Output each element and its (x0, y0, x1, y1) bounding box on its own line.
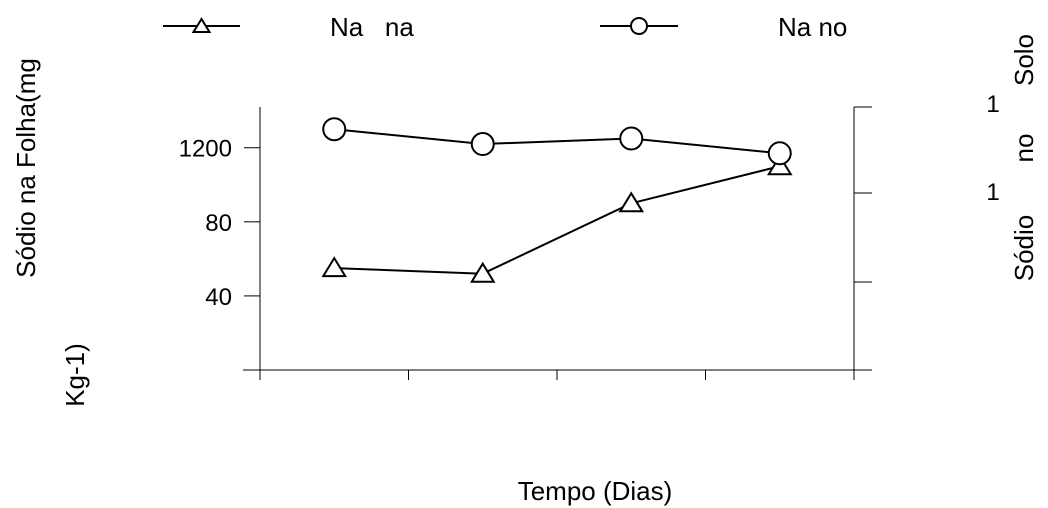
series-line (334, 128, 780, 155)
y2-tick-label: 1 (986, 179, 999, 206)
y-tick-label: 80 (205, 210, 232, 237)
circle-marker (322, 117, 347, 142)
y2-axis-title-part-3: Solo (1009, 34, 1039, 86)
y2-axis-title-part-1: Sódio (1009, 215, 1039, 282)
x-axis-title: Tempo (Dias) (518, 476, 673, 506)
triangle-marker (469, 261, 496, 283)
series-circle (322, 117, 792, 166)
series-triangle (321, 154, 793, 283)
triangle-marker (321, 256, 348, 278)
circle-marker (767, 141, 792, 166)
y-tick-label: 40 (205, 284, 232, 311)
axes: 1200 80 40 (179, 106, 872, 380)
y-axis-title: Sódio na Folha(mg (11, 58, 41, 278)
legend-item: Na no (600, 12, 847, 42)
legend-label: Na no (778, 12, 847, 42)
y2-tick-label: 1 (986, 91, 999, 118)
triangle-marker (618, 191, 645, 213)
series-layer (321, 117, 793, 283)
y-axis-title-cut: Kg-1) (60, 343, 90, 407)
circle-marker (630, 17, 648, 35)
legend-item: Na na (163, 12, 414, 42)
y-tick-label: 1200 (179, 136, 232, 163)
axis-titles: Tempo (Dias) Sódio na Folha(mg Kg-1) Sód… (11, 34, 1039, 506)
circle-marker (470, 132, 495, 157)
circle-marker (619, 126, 644, 151)
y2-axis-title-part-2: no (1009, 134, 1039, 163)
legend: Na na Na no (163, 12, 847, 42)
legend-label: Na na (330, 12, 414, 42)
series-line (334, 165, 780, 275)
triangle-marker (191, 17, 212, 33)
